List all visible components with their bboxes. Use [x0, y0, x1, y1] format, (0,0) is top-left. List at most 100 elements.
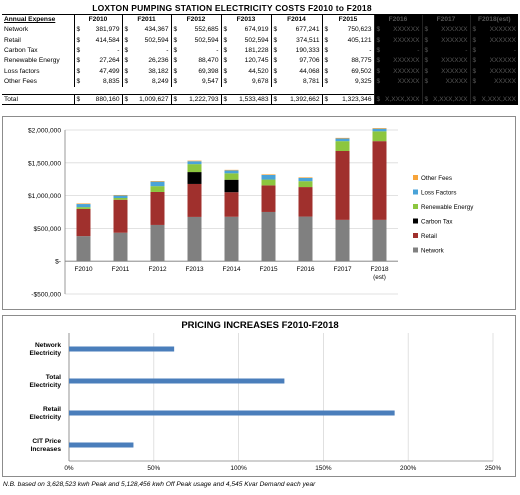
bar-segment-retail	[224, 192, 239, 217]
legend-label: Other Fees	[421, 175, 452, 182]
cell-value: 1,392,662	[290, 96, 320, 104]
bar-segment-renewable-energy	[372, 131, 387, 142]
currency-symbol: $	[424, 47, 429, 55]
bar-segment-network	[261, 211, 276, 262]
cell-value: 502,594	[144, 36, 169, 44]
bar-segment-carbon-tax	[224, 179, 239, 193]
redacted-cell: $ X,XXX,XXX	[421, 94, 470, 106]
x-tick-label: 250%	[485, 465, 502, 472]
legend-swatch	[413, 247, 418, 253]
bar-segment-loss-factors	[298, 177, 313, 182]
row-label: Total	[2, 94, 74, 106]
x-tick-sublabel: (est)	[373, 274, 386, 281]
legend-swatch	[413, 233, 418, 238]
table-cell: $8,249	[121, 76, 171, 87]
spacer-cell	[322, 87, 374, 95]
bar-segment-renewable-energy	[261, 179, 276, 186]
category-label: CIT Price Increases	[31, 438, 62, 453]
cell-value: 9,547	[201, 77, 219, 85]
currency-symbol: $	[424, 57, 429, 65]
bar-segment-retail	[261, 185, 276, 212]
row-label: Network	[4, 26, 29, 34]
cell-value: -	[369, 47, 372, 55]
spacer-cell	[122, 87, 171, 95]
bar-segment-retail	[113, 199, 128, 233]
row-label: Other Fees	[4, 77, 37, 85]
cell-value: 88,470	[198, 57, 219, 65]
legend-swatch	[413, 175, 418, 180]
currency-symbol: $	[424, 96, 429, 104]
bar-segment-other-fees	[150, 180, 165, 182]
cell-value: 88,775	[351, 57, 372, 65]
pricing-bar	[69, 410, 395, 416]
spacer-cell	[171, 87, 221, 95]
currency-symbol: $	[376, 47, 381, 55]
currency-symbol: $	[324, 36, 329, 44]
row-label: Renewable Energy	[4, 57, 60, 65]
cell-value: 405,121	[347, 36, 372, 44]
redacted-cell: $ XXXXXX	[421, 65, 470, 77]
pricing-increase-chart: PRICING INCREASES F2010-F2018 0% 50% 100% 15…	[29, 320, 502, 472]
currency-symbol: $	[472, 26, 477, 34]
table-row: Carbon Tax $ - $ - $ - $181,228 $190,333 $ - $ - $ - $ -	[2, 45, 518, 56]
currency-symbol: $	[273, 57, 278, 65]
cell-value: 120,745	[244, 57, 269, 65]
cell-value: -	[417, 47, 420, 55]
cell-value: 1,323,346	[342, 96, 372, 104]
redacted-cell: $ -	[373, 45, 422, 56]
currency-symbol: $	[76, 77, 81, 85]
currency-symbol: $	[376, 77, 381, 85]
bar-segment-loss-factors	[150, 181, 165, 187]
table-cell: $27,264	[73, 55, 122, 66]
table-cell: $88,470	[170, 55, 221, 66]
bar-segment-network	[224, 216, 239, 262]
cell-value: 8,781	[302, 77, 320, 85]
stacked-cost-chart: $2,000,000 $1,500,000 $1,000,000 $500,000 $-…	[28, 128, 474, 299]
currency-symbol: $	[124, 36, 129, 44]
currency-symbol: $	[472, 36, 477, 44]
bar-segment-network	[113, 232, 128, 262]
cell-value: XXXXX	[397, 77, 420, 85]
cell-value: 374,511	[296, 36, 320, 44]
cell-value: 502,594	[194, 36, 219, 44]
bar-segment-retail	[150, 191, 165, 225]
currency-symbol: $	[273, 26, 278, 34]
currency-symbol: $	[273, 96, 278, 104]
table-cell: $502,594	[170, 35, 221, 46]
cell-value: XXXXXX	[489, 26, 516, 34]
cell-value: XXXXXX	[441, 36, 468, 44]
currency-symbol: $	[173, 77, 178, 85]
currency-symbol: $	[273, 47, 278, 55]
cell-value: -	[465, 47, 468, 55]
currency-symbol: $	[76, 67, 81, 75]
currency-symbol: $	[223, 26, 228, 34]
table-cell: $8,781	[270, 76, 322, 87]
pricing-bar	[69, 378, 285, 384]
legend-label: Network	[421, 248, 445, 255]
y-tick-label: $1,500,000	[28, 160, 61, 167]
cell-value: X,XXX,XXX	[481, 96, 516, 104]
redacted-cell: $ -	[469, 45, 518, 56]
bar-segment-network	[372, 219, 387, 262]
table-cell: $434,367	[121, 24, 171, 36]
table-cell: $1,533,483	[220, 94, 271, 106]
pricing-bar	[69, 346, 175, 352]
table-cell: $88,775	[321, 55, 374, 66]
x-tick-label: 150%	[315, 465, 332, 472]
header-year: F2014	[270, 13, 322, 25]
currency-symbol: $	[124, 26, 129, 34]
table-cell: $374,511	[270, 35, 322, 46]
legend-label: Carbon Tax	[421, 219, 453, 226]
table-row: Loss factors $47,499 $38,182 $69,398 $44,520…	[2, 65, 518, 77]
redacted-cell: $ XXXXXX	[469, 35, 518, 46]
cell-value: X,XXX,XXX	[433, 96, 468, 104]
x-tick-label: F2015	[259, 266, 278, 273]
table-cell: $9,678	[220, 76, 271, 87]
chart-title: PRICING INCREASES F2010-F2018	[181, 320, 338, 331]
pricing-increase-chart-panel: PRICING INCREASES F2010-F2018 0% 50% 100% 15…	[2, 315, 516, 477]
x-tick-label: F2014	[222, 266, 241, 273]
cell-value: 880,160	[95, 96, 120, 104]
table-cell: $9,325	[321, 76, 374, 87]
table-cell: $120,745	[220, 55, 271, 66]
table-row: Other Fees $8,835 $8,249 $9,547 $9,678 $8,781…	[2, 76, 518, 87]
